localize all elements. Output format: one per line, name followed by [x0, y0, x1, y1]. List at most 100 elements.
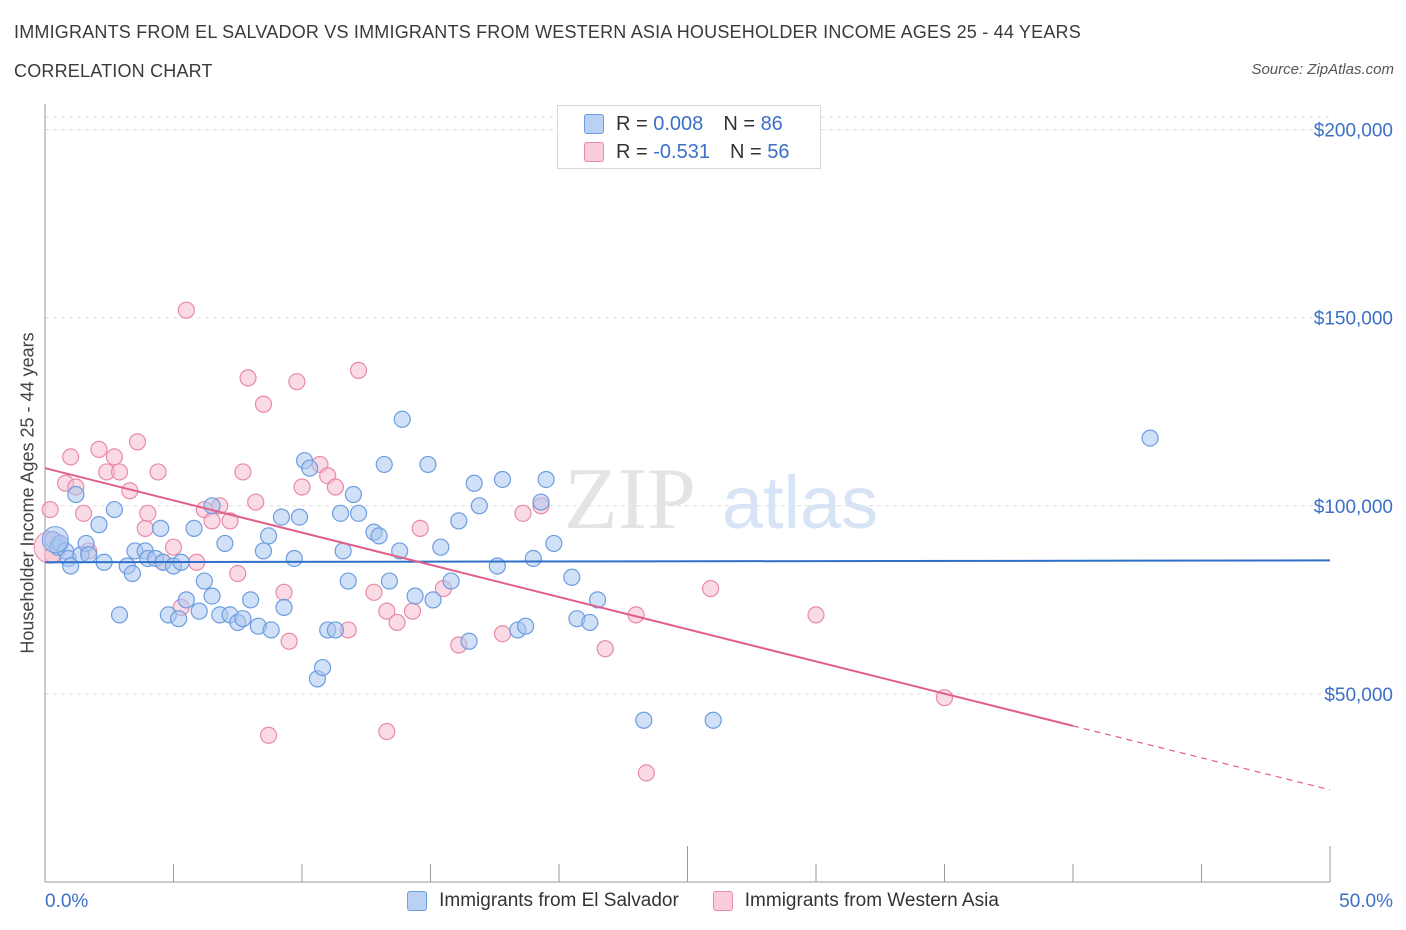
- el-salvador-point: [110, 606, 129, 624]
- western-asia-point: [239, 369, 257, 387]
- watermark-atlas: atlas: [722, 461, 878, 544]
- y-tick-label: $200,000: [1314, 121, 1393, 142]
- el-salvador-point: [195, 572, 213, 590]
- legend-item-western-asia[interactable]: Immigrants from Western Asia: [712, 890, 999, 912]
- western-asia-point: [177, 301, 195, 319]
- el-salvador-point: [203, 587, 221, 605]
- y-tick-labels: $50,000 $100,000 $150,000 $200,000: [1314, 121, 1393, 706]
- western-asia-point: [247, 493, 265, 511]
- chart-subtitle: CORRELATION CHART: [14, 61, 213, 81]
- watermark: ZIP atlas: [564, 451, 878, 548]
- legend-r-label: R =: [616, 140, 648, 163]
- el-salvador-point: [488, 557, 506, 575]
- legend-item-el-salvador[interactable]: Immigrants from El Salvador: [407, 890, 679, 912]
- el-salvador-point: [326, 621, 345, 639]
- el-salvador-point: [450, 512, 468, 530]
- el-salvador-point: [349, 504, 368, 522]
- western-asia-point: [403, 602, 422, 620]
- el-salvador-point: [275, 598, 293, 616]
- x-tick-label-min: 0.0%: [45, 891, 89, 912]
- el-salvador-point: [704, 711, 722, 729]
- western-asia-trend-line: [44, 467, 1074, 727]
- western-asia-point: [378, 602, 396, 620]
- el-salvador-point: [67, 485, 85, 504]
- western-asia-point: [411, 519, 429, 537]
- el-salvador-point: [460, 632, 478, 650]
- x-tick-label-max: 50.0%: [1339, 891, 1393, 912]
- trend-lines: [44, 467, 1331, 791]
- el-salvador-point: [254, 542, 273, 560]
- el-salvador-point: [532, 493, 550, 511]
- el-salvador-point: [105, 500, 123, 519]
- source-note: Source: ZipAtlas.com: [1251, 61, 1394, 78]
- western-asia-point: [288, 373, 306, 391]
- el-salvador-point: [1141, 429, 1159, 447]
- el-salvador-point: [432, 538, 450, 556]
- western-asia-point: [221, 512, 239, 530]
- legend-r-value: 0.008: [653, 112, 704, 135]
- chart-title: IMMIGRANTS FROM EL SALVADOR VS IMMIGRANT…: [14, 22, 1081, 42]
- blue-swatch: [407, 891, 428, 911]
- western-asia-point: [164, 538, 183, 556]
- blue-swatch: [584, 114, 604, 134]
- western-asia-point: [365, 583, 383, 601]
- el-salvador-point: [493, 470, 512, 489]
- legend-label-western-asia: Immigrants from Western Asia: [744, 890, 999, 911]
- western-asia-point: [229, 564, 247, 583]
- western-asia-point: [388, 613, 406, 632]
- el-salvador-point: [380, 572, 398, 590]
- western-asia-point: [514, 504, 532, 522]
- legend-n-label: N =: [723, 112, 755, 135]
- western-asia-point: [637, 764, 655, 782]
- el-salvador-point: [635, 711, 653, 729]
- el-salvador-point: [563, 568, 581, 586]
- western-asia-point: [41, 500, 59, 519]
- western-asia-point: [378, 722, 396, 741]
- el-salvador-point: [581, 613, 599, 632]
- western-asia-point: [110, 463, 129, 481]
- y-tick-label: $50,000: [1324, 685, 1393, 706]
- el-salvador-point: [190, 602, 208, 620]
- el-salvador-point: [177, 591, 195, 609]
- western-asia-point: [349, 361, 368, 379]
- el-salvador-point: [424, 591, 442, 609]
- western-asia-point: [254, 395, 273, 413]
- western-asia-point: [136, 519, 154, 537]
- el-salvador-cluster-point: [41, 526, 69, 554]
- el-salvador-point: [123, 564, 141, 583]
- western-asia-point: [326, 478, 345, 496]
- el-salvador-point: [216, 534, 234, 553]
- el-salvador-point: [470, 497, 488, 515]
- el-salvador-point: [370, 527, 388, 545]
- el-salvador-point: [313, 658, 332, 677]
- el-salvador-point: [290, 508, 309, 526]
- western-asia-point: [596, 640, 614, 658]
- el-salvador-point: [242, 591, 260, 609]
- legend-n-value: 86: [760, 112, 783, 135]
- el-salvador-point: [391, 542, 409, 560]
- el-salvador-point: [285, 549, 303, 568]
- western-asia-point: [74, 504, 93, 522]
- axes: [44, 104, 1331, 883]
- el-salvador-point: [375, 455, 393, 474]
- el-salvador-point: [537, 470, 555, 489]
- el-salvador-point: [152, 519, 170, 537]
- el-salvador-point: [262, 621, 280, 639]
- el-salvador-point: [393, 410, 411, 428]
- watermark-zip: ZIP: [564, 451, 696, 548]
- el-salvador-point: [524, 549, 542, 568]
- western-asia-point: [105, 448, 123, 466]
- legend-row-western-asia: R = -0.531 N = 56: [584, 140, 789, 164]
- western-asia-point: [275, 583, 293, 601]
- el-salvador-point: [234, 610, 252, 628]
- el-salvador-point: [588, 591, 607, 609]
- el-salvador-point: [516, 617, 535, 635]
- western-asia-point: [807, 606, 825, 624]
- el-salvador-point: [90, 516, 108, 534]
- el-salvador-point: [344, 485, 362, 504]
- el-salvador-point: [185, 519, 203, 537]
- western-asia-point: [280, 632, 298, 650]
- western-asia-point: [234, 463, 252, 481]
- el-salvador-point: [80, 546, 98, 564]
